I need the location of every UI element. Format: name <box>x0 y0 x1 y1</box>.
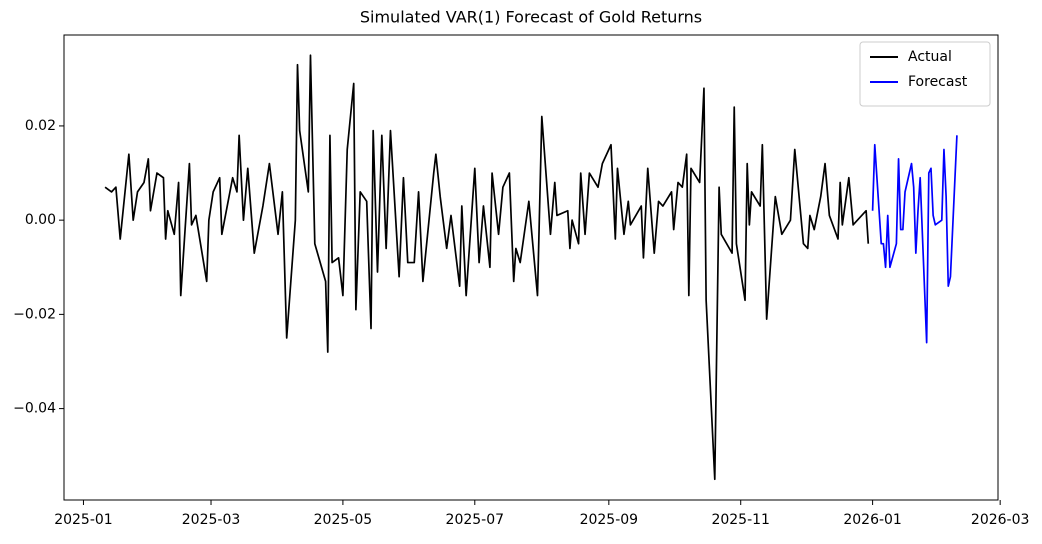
x-tick-label: 2025-01 <box>54 512 113 528</box>
plot-frame <box>63 34 999 501</box>
y-tick-label: −0.04 <box>13 401 56 417</box>
legend-label: Actual <box>908 49 952 65</box>
x-tick-label: 2025-03 <box>182 512 241 528</box>
y-tick-label: −0.02 <box>13 306 56 322</box>
x-tick-label: 2025-05 <box>314 512 373 528</box>
x-tick-label: 2025-07 <box>446 512 505 528</box>
series-line <box>104 54 870 481</box>
x-tick-label: 2025-11 <box>711 512 770 528</box>
series-line <box>871 135 958 344</box>
y-tick-label: 0.00 <box>25 212 56 228</box>
x-tick-label: 2026-01 <box>843 512 902 528</box>
legend: Actual Forecast <box>859 41 991 107</box>
y-tick-label: 0.02 <box>25 118 56 134</box>
x-tick-label: 2025-09 <box>580 512 639 528</box>
chart-title: Simulated VAR(1) Forecast of Gold Return… <box>360 8 702 27</box>
legend-label: Forecast <box>908 74 968 90</box>
x-tick-label: 2026-03 <box>971 512 1030 528</box>
